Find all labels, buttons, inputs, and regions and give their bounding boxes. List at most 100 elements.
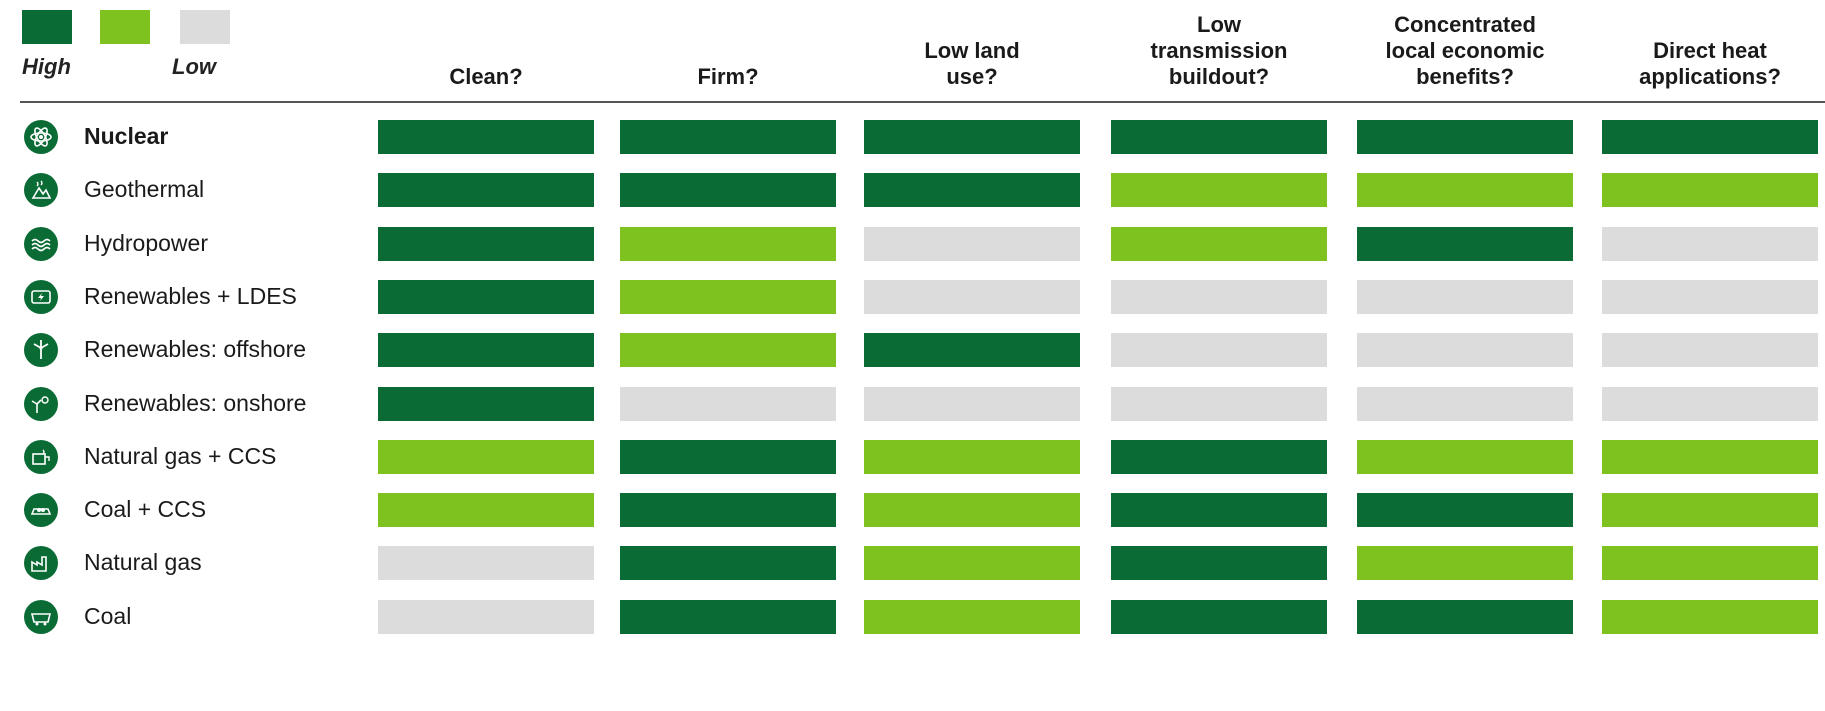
row-label: Natural gas [84,549,202,576]
heatmap-cell [1111,120,1327,154]
heatmap-cell [1602,333,1818,368]
factory-icon [24,546,58,581]
heatmap-cell [378,226,594,261]
gas-capture-icon [24,439,58,474]
heatmap-cell [1602,386,1818,421]
heatmap-cell [1357,439,1573,474]
heatmap-cell [864,173,1080,208]
header-divider [20,101,1825,103]
legend-low-label: Low [172,54,216,79]
legend-swatch-low [180,10,230,44]
heatmap-cell [864,333,1080,368]
heatmap-cell [1357,120,1573,154]
row-label: Coal [84,602,132,629]
heatmap-cell [1602,439,1818,474]
heatmap-cell [1357,493,1573,528]
heatmap-cell [1357,599,1573,634]
heatmap-cell [864,226,1080,261]
column-header: Firm? [697,64,759,89]
column-header: Direct heat applications? [1639,38,1781,89]
column-header: Clean? [449,64,523,89]
heatmap-cell [620,226,836,261]
heatmap-row: Hydropower [0,219,1825,269]
row-label: Coal + CCS [84,496,207,523]
heatmap-cell [378,120,594,154]
column-header: Low land use? [924,38,1020,89]
water-waves-icon [24,226,58,261]
heatmap-cell [1111,493,1327,528]
battery-icon [24,279,58,314]
heatmap-cell [1111,279,1327,314]
legend-swatch-high [22,10,72,44]
heatmap-cell [620,279,836,314]
heatmap-cell [1111,546,1327,581]
heatmap-row: Renewables + LDES [0,272,1825,322]
heatmap-row: Renewables: onshore [0,379,1825,429]
heatmap-cell [620,333,836,368]
heatmap-cell [864,493,1080,528]
heatmap-cell [378,173,594,208]
wind-sun-icon [24,386,58,421]
heatmap-cell [1602,173,1818,208]
row-label: Renewables: offshore [84,336,307,363]
heatmap-cell [378,333,594,368]
heatmap-cell [1111,226,1327,261]
heatmap-row: Coal + CCS [0,485,1825,535]
column-header: Low transmission buildout? [1150,12,1288,89]
wind-turbine-icon [24,333,58,368]
heatmap-cell [864,546,1080,581]
row-label: Nuclear [84,123,169,149]
heatmap-cell [1602,546,1818,581]
heatmap-cell [378,279,594,314]
heatmap-cell [864,279,1080,314]
heatmap-cell [620,120,836,154]
heatmap-row: Natural gas [0,538,1825,588]
heatmap-cell [864,439,1080,474]
heatmap-cell [1602,493,1818,528]
atom-icon [24,120,58,154]
heatmap-cell [864,120,1080,154]
legend-swatch-medium [100,10,150,44]
heatmap-row: Coal [0,592,1825,642]
heatmap-cell [378,439,594,474]
heatmap-cell [1357,279,1573,314]
heatmap-cell [864,386,1080,421]
heatmap-cell [1357,173,1573,208]
heatmap-cell [1111,386,1327,421]
column-header: Concentrated local economic benefits? [1385,12,1545,89]
coal-capture-icon [24,493,58,528]
heatmap-cell [1602,226,1818,261]
heatmap-cell [1111,333,1327,368]
heatmap-cell [378,493,594,528]
heatmap-cell [378,386,594,421]
heatmap-row: Geothermal [0,165,1825,215]
coal-cart-icon [24,599,58,634]
heatmap-cell [1111,599,1327,634]
geothermal-icon [24,173,58,208]
row-label: Natural gas + CCS [84,442,277,469]
heatmap-cell [620,546,836,581]
heatmap-cell [620,173,836,208]
heatmap-row: Nuclear [0,112,1825,162]
heatmap-cell [1357,226,1573,261]
heatmap-cell [620,599,836,634]
row-label: Renewables: onshore [84,389,307,416]
heatmap-cell [1602,120,1818,154]
heatmap-row: Renewables: offshore [0,325,1825,375]
heatmap-cell [1111,173,1327,208]
heatmap-cell [1602,599,1818,634]
heatmap-cell [620,386,836,421]
heatmap-cell [1111,439,1327,474]
heatmap-cell [378,546,594,581]
heatmap-row: Natural gas + CCS [0,432,1825,482]
legend-high-label: High [22,54,71,79]
heatmap-cell [1357,386,1573,421]
heatmap-cell [620,493,836,528]
heatmap-cell [864,599,1080,634]
heatmap-cell [378,599,594,634]
heatmap-cell [1602,279,1818,314]
heatmap-cell [620,439,836,474]
heatmap-cell [1357,333,1573,368]
row-label: Geothermal [84,176,205,203]
row-label: Hydropower [84,229,208,256]
